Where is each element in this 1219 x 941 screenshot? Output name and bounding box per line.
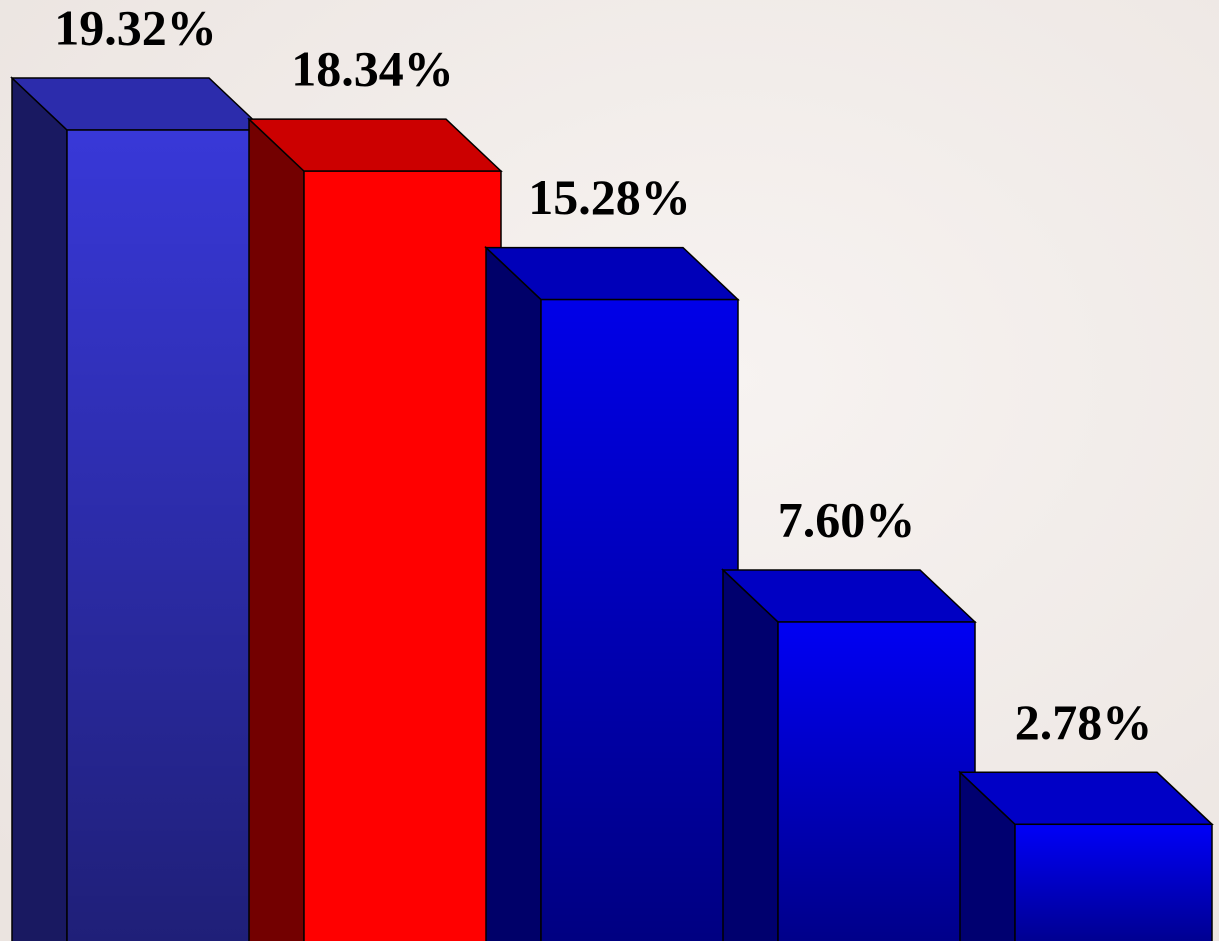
value-label: 2.78% xyxy=(1015,694,1153,750)
bar-side-shade xyxy=(723,570,778,941)
chart: 19.32% 18.34% 15.28% 7.60% 2.78% xyxy=(0,0,1219,941)
bar-shade xyxy=(67,130,264,941)
value-label: 19.32% xyxy=(54,0,217,55)
page: 19.32%18.34%15.28%7.60%2.78% (() => { co… xyxy=(0,0,1219,941)
value-label: 15.28% xyxy=(528,169,691,225)
bar xyxy=(304,171,501,941)
bar-shade xyxy=(778,622,975,941)
bar-side-shade xyxy=(249,119,304,941)
value-label: 18.34% xyxy=(291,41,454,97)
value-label: 7.60% xyxy=(778,491,916,547)
bar-side-shade xyxy=(486,248,541,941)
bar-shade xyxy=(1015,824,1212,941)
bar-shade xyxy=(541,300,738,941)
bar-side-shade xyxy=(12,78,67,941)
